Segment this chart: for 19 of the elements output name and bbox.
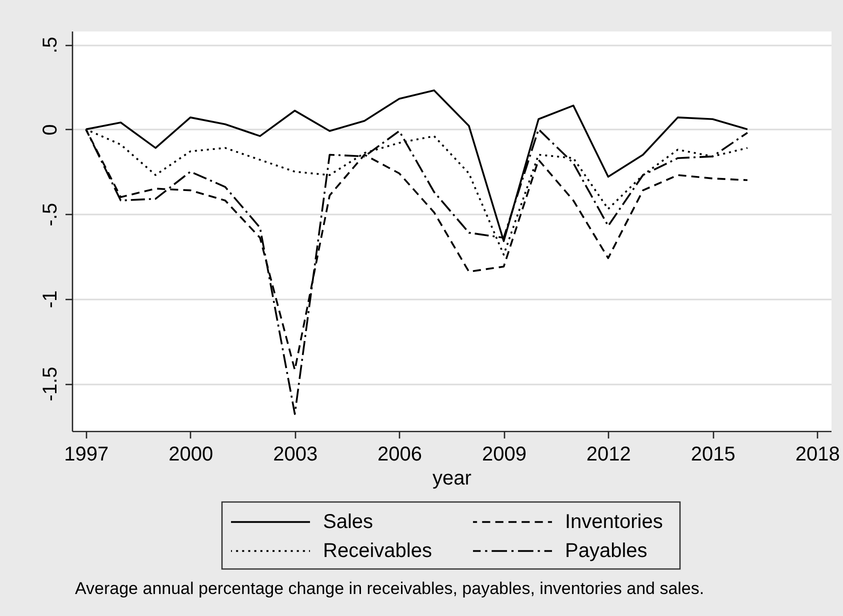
legend-label: Payables: [565, 540, 648, 562]
x-tick-label: 1997: [64, 444, 109, 466]
x-tick-label: 2018: [795, 444, 840, 466]
y-tick-label: 0: [40, 124, 62, 136]
x-axis-title: year: [432, 468, 472, 490]
text: Average annual percentage change in receivables, payables, inventories and sales.: [75, 579, 704, 598]
y-tick-label: -1: [40, 290, 62, 308]
x-tick-label: 2012: [586, 444, 631, 466]
x-tick-label: 2000: [168, 444, 214, 466]
y-tick-label: .5: [40, 36, 62, 54]
x-tick-label: 2009: [482, 444, 526, 466]
x-tick-label: 2015: [690, 444, 736, 466]
legend-label: Receivables: [323, 540, 432, 562]
x-tick-label: 2003: [273, 444, 318, 466]
legend-label: Inventories: [565, 511, 663, 533]
y-tick-label: -1.5: [40, 366, 62, 402]
x-tick-label: 2006: [378, 444, 422, 466]
legend-label: Sales: [323, 511, 374, 533]
y-tick-label: -.5: [40, 202, 62, 226]
